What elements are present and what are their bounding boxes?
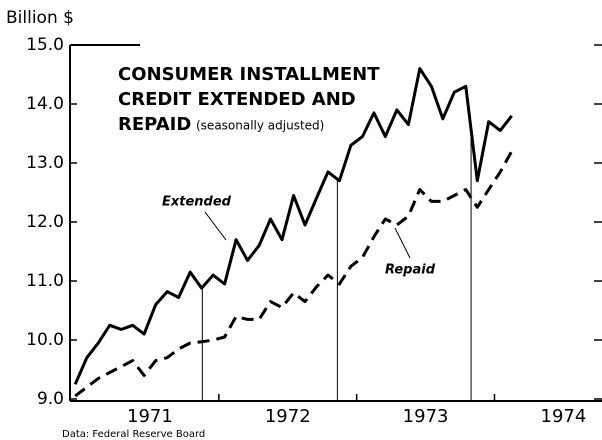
y-tick-label: 9.0 (37, 389, 64, 409)
chart-title: CREDIT EXTENDED AND (118, 89, 356, 110)
chart-subtitle: (seasonally adjusted) (196, 119, 324, 133)
chart-title: CONSUMER INSTALLMENT (118, 64, 380, 85)
y-tick-label: 15.0 (26, 35, 64, 55)
y-tick-label: 11.0 (26, 271, 64, 291)
y-unit: Billion $ (6, 8, 74, 28)
chart-title: REPAID (118, 114, 191, 135)
series-line (73, 67, 513, 385)
y-tick-label: 10.0 (26, 330, 64, 350)
series-label: Extended (162, 195, 232, 210)
series-label: Repaid (385, 263, 436, 278)
label-pointer (394, 227, 411, 259)
x-tick-label: 1971 (127, 406, 173, 427)
label-pointer (204, 211, 227, 241)
x-tick-label: 1972 (265, 406, 311, 427)
y-tick-label: 13.0 (26, 153, 64, 173)
source: Data: Federal Reserve Board (62, 429, 205, 440)
x-tick-label: 1974 (541, 406, 587, 427)
series-line (74, 150, 514, 398)
y-tick-label: 12.0 (26, 212, 64, 232)
y-tick-label: 14.0 (26, 94, 64, 114)
x-tick-label: 1973 (403, 406, 449, 427)
